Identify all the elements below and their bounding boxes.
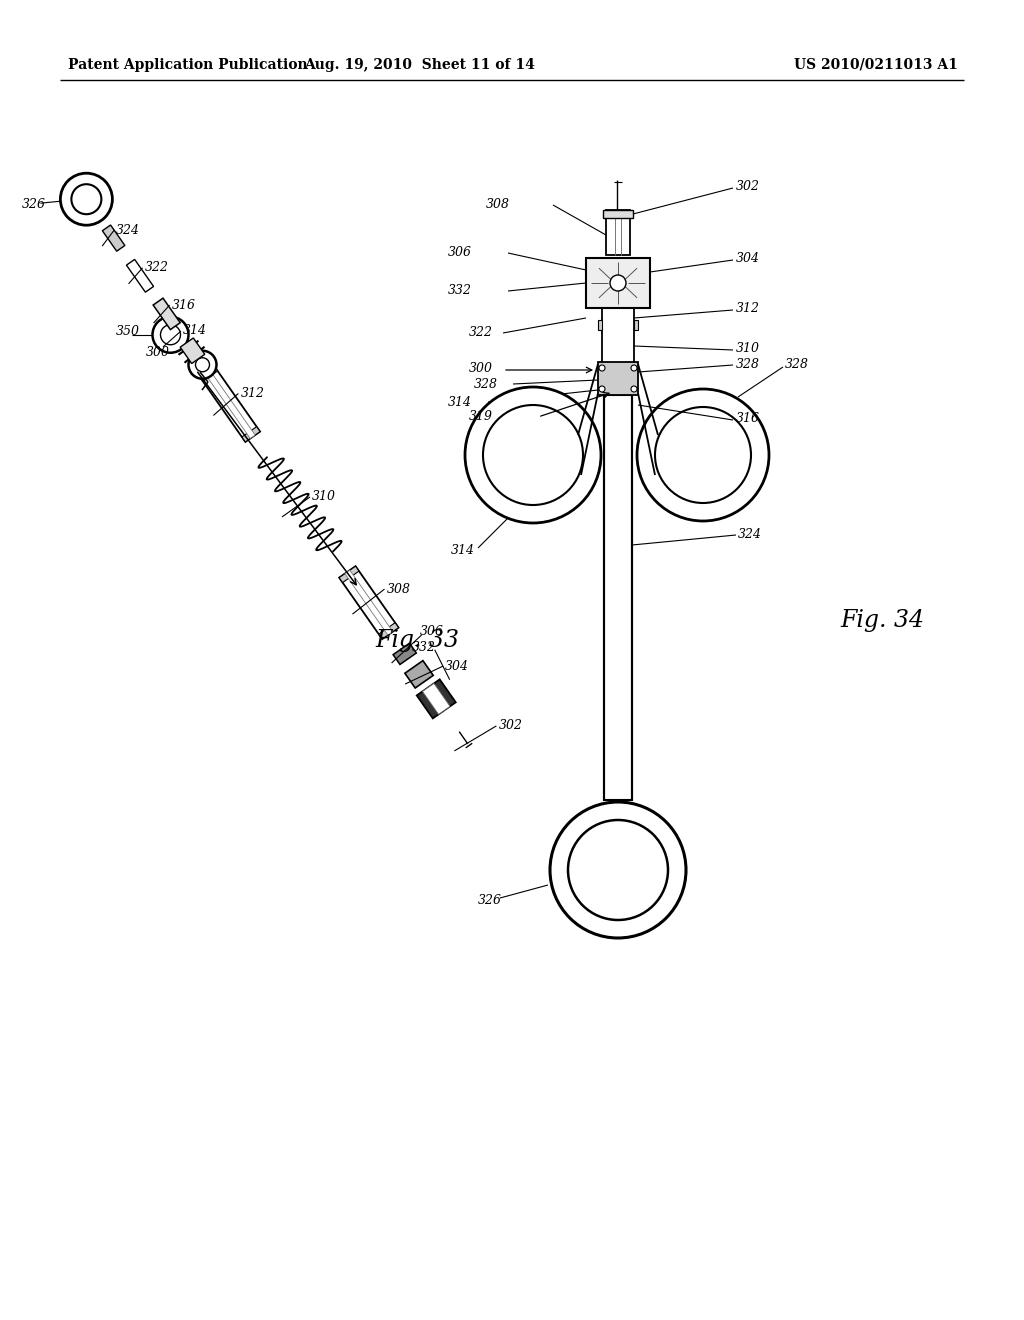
Polygon shape [154,298,180,330]
Text: 312: 312 [241,387,264,400]
Text: 326: 326 [478,894,502,907]
Text: 314: 314 [449,396,472,408]
Text: 304: 304 [736,252,760,265]
Text: 302: 302 [499,719,522,733]
Text: 314: 314 [451,544,475,557]
Circle shape [188,351,216,379]
Polygon shape [423,684,450,714]
Text: 310: 310 [312,491,336,503]
Text: 332: 332 [412,642,435,655]
Polygon shape [180,338,205,363]
Text: 316: 316 [172,298,196,312]
Polygon shape [242,426,260,442]
Polygon shape [339,566,398,639]
Text: US 2010/0211013 A1: US 2010/0211013 A1 [795,58,958,73]
Polygon shape [606,210,630,255]
Polygon shape [205,370,255,438]
Text: Fig. 34: Fig. 34 [840,609,924,631]
Text: Aug. 19, 2010  Sheet 11 of 14: Aug. 19, 2010 Sheet 11 of 14 [304,58,536,73]
Text: 306: 306 [449,246,472,259]
Text: 308: 308 [486,198,510,210]
Circle shape [599,385,605,392]
Circle shape [631,366,637,371]
Circle shape [60,173,113,226]
Circle shape [153,317,188,352]
Text: 332: 332 [449,285,472,297]
Text: Patent Application Publication: Patent Application Publication [68,58,307,73]
Text: 328: 328 [474,378,498,391]
Text: 300: 300 [146,346,170,359]
Text: 328: 328 [736,358,760,371]
Polygon shape [598,319,602,330]
Text: 306: 306 [420,624,443,638]
Polygon shape [379,623,398,639]
Circle shape [550,803,686,939]
Polygon shape [603,210,633,218]
Polygon shape [586,257,650,308]
Polygon shape [339,566,359,582]
Polygon shape [417,680,456,718]
Text: 304: 304 [445,660,469,673]
Text: 350: 350 [116,325,139,338]
Polygon shape [393,643,417,664]
Polygon shape [200,366,218,381]
Polygon shape [634,319,638,330]
Text: 322: 322 [144,261,169,275]
Text: 314: 314 [183,325,207,338]
Text: 328: 328 [785,359,809,371]
Polygon shape [604,395,632,800]
Circle shape [637,389,769,521]
Text: 319: 319 [469,411,493,424]
Polygon shape [200,366,260,442]
Text: 300: 300 [469,362,493,375]
Polygon shape [126,260,154,292]
Circle shape [465,387,601,523]
Text: Fig. 33: Fig. 33 [375,628,459,652]
Polygon shape [102,224,125,251]
Polygon shape [345,570,393,635]
Circle shape [599,366,605,371]
Circle shape [610,275,626,290]
Polygon shape [602,308,634,366]
Text: 310: 310 [736,342,760,355]
Text: 324: 324 [116,223,140,236]
Text: 324: 324 [738,528,762,540]
Text: 308: 308 [386,582,411,595]
Text: 312: 312 [736,302,760,315]
Polygon shape [598,362,638,395]
Polygon shape [404,660,433,688]
Text: 302: 302 [736,181,760,194]
Text: 322: 322 [469,326,493,339]
Circle shape [631,385,637,392]
Text: 326: 326 [22,198,45,211]
Text: 316: 316 [736,412,760,425]
